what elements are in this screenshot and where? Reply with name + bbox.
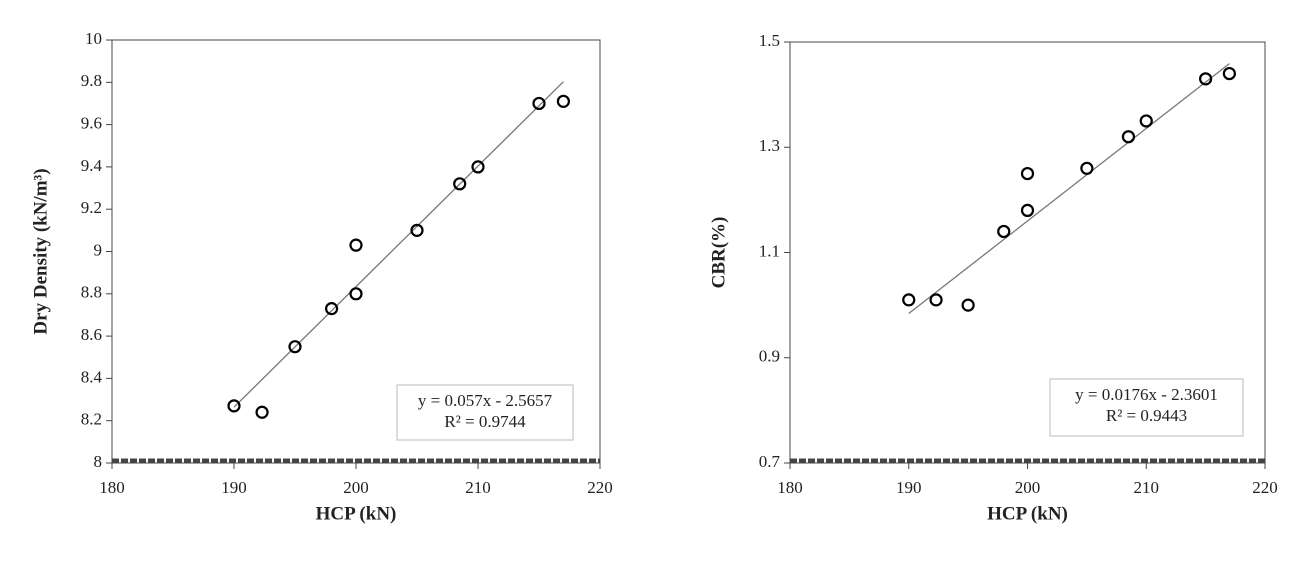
- data-point: [1199, 72, 1213, 86]
- x-tick-label: 220: [587, 478, 613, 497]
- x-tick-label: 190: [896, 478, 922, 497]
- y-tick-label: 10: [85, 29, 102, 48]
- y-tick-label: 8.8: [81, 283, 102, 302]
- y-tick-label: 0.7: [759, 452, 781, 471]
- x-tick-label: 180: [777, 478, 803, 497]
- y-tick-label: 8.6: [81, 325, 102, 344]
- data-point: [288, 340, 302, 354]
- data-point: [961, 298, 975, 312]
- x-axis-label: HCP (kN): [316, 503, 397, 524]
- data-point: [471, 160, 485, 174]
- equation-text: y = 0.0176x - 2.3601: [1075, 385, 1218, 404]
- y-tick-label: 8.2: [81, 410, 102, 429]
- trendline: [908, 63, 1230, 315]
- data-point: [227, 399, 241, 413]
- x-tick-label: 210: [1134, 478, 1160, 497]
- data-point: [929, 293, 943, 307]
- y-tick-label: 9.8: [81, 71, 102, 90]
- data-point: [1121, 130, 1136, 144]
- data-point: [1020, 166, 1035, 181]
- y-tick-label: 9: [94, 240, 103, 259]
- y-tick-label: 1.5: [759, 31, 780, 50]
- equation-box: [1049, 378, 1244, 437]
- x-axis-label: HCP (kN): [987, 503, 1068, 524]
- data-point: [997, 224, 1011, 239]
- y-tick-label: 1.1: [759, 241, 780, 260]
- y-tick-label: 9.6: [81, 114, 102, 133]
- data-point: [1139, 114, 1153, 128]
- x-tick-label: 200: [1015, 478, 1041, 497]
- data-point: [1020, 203, 1035, 217]
- x-tick-label: 180: [99, 478, 125, 497]
- data-point: [532, 96, 546, 111]
- y-tick-label: 0.9: [759, 347, 780, 366]
- equation-text: y = 0.057x - 2.5657: [418, 391, 553, 410]
- y-tick-label: 9.2: [81, 198, 102, 217]
- data-point: [325, 302, 339, 316]
- data-point: [1080, 161, 1094, 175]
- x-tick-label: 200: [343, 478, 369, 497]
- data-point: [349, 287, 363, 301]
- y-tick-label: 1.3: [759, 136, 780, 155]
- data-point: [349, 238, 363, 252]
- y-axis-label: CBR(%): [708, 217, 729, 289]
- y-tick-label: 8: [94, 452, 103, 471]
- data-point: [902, 293, 916, 307]
- data-point: [1222, 66, 1236, 81]
- x-tick-label: 210: [465, 478, 491, 497]
- trendline: [233, 81, 564, 408]
- equation-box: [396, 384, 574, 441]
- data-point: [255, 405, 269, 419]
- equation-text: R² = 0.9744: [444, 412, 526, 431]
- data-point: [410, 223, 424, 237]
- y-tick-label: 8.4: [81, 367, 103, 386]
- data-point: [453, 177, 467, 191]
- y-axis-label: Dry Density (kN/m³): [30, 168, 51, 334]
- y-tick-label: 9.4: [81, 156, 103, 175]
- x-tick-label: 220: [1252, 478, 1278, 497]
- x-tick-label: 190: [221, 478, 247, 497]
- equation-text: R² = 0.9443: [1106, 406, 1187, 425]
- data-point: [556, 94, 571, 108]
